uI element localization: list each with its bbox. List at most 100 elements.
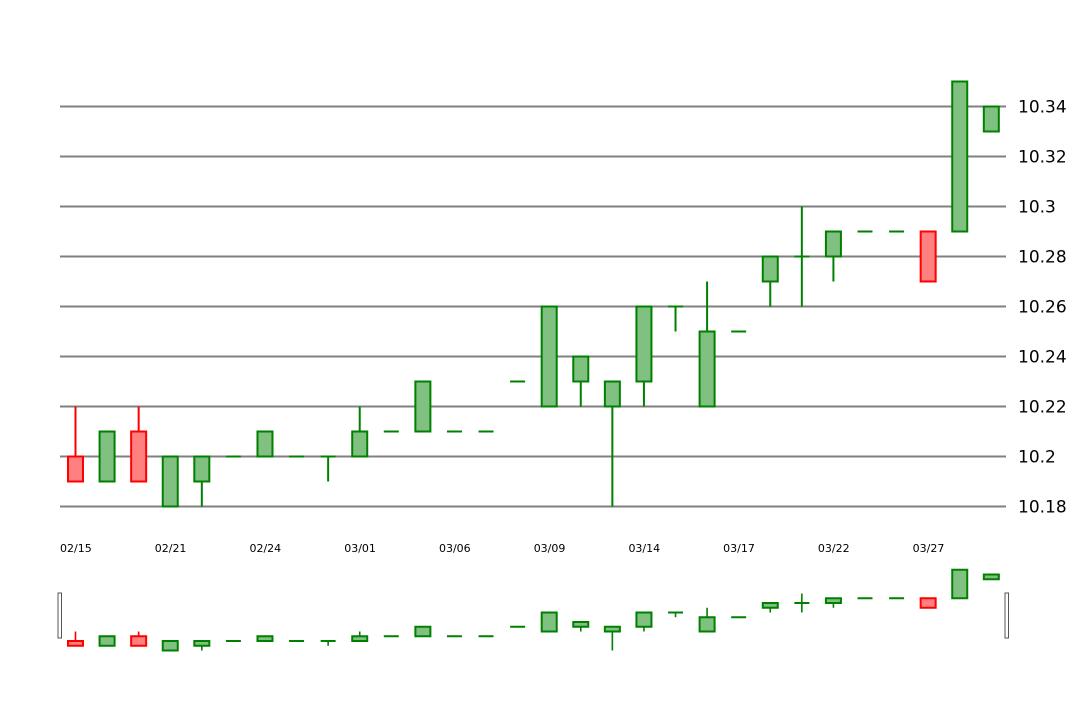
candle-body — [351, 430, 369, 458]
navigator-candle-body — [161, 640, 179, 652]
navigator-candle — [824, 597, 842, 608]
navigator-candle-body — [572, 621, 590, 628]
candle-body — [982, 105, 1000, 133]
navigator-candle-body — [414, 625, 432, 638]
y-tick-label: 10.26 — [1018, 298, 1067, 318]
candle-body — [951, 80, 969, 233]
candle — [320, 455, 336, 482]
candle — [603, 380, 621, 507]
candle — [668, 305, 684, 332]
navigator-candle-body — [256, 635, 274, 642]
candle-body — [130, 430, 148, 483]
candle-body — [572, 355, 590, 383]
candle — [161, 455, 179, 508]
navigator-candle — [572, 621, 590, 632]
candle — [951, 80, 969, 233]
navigator-right-handle[interactable] — [1004, 592, 1009, 639]
navigator-candle — [130, 631, 148, 647]
y-tick-label: 10.28 — [1018, 248, 1067, 268]
navigator-candle-body — [130, 635, 148, 647]
candle — [761, 255, 779, 307]
candle — [130, 406, 148, 483]
navigator-candle-body — [698, 616, 716, 633]
candle — [824, 230, 842, 282]
x-tick-label: 02/21 — [155, 542, 187, 555]
x-tick-label: 03/14 — [628, 542, 660, 555]
candle — [919, 230, 937, 283]
navigator-candle — [919, 597, 937, 609]
candle — [414, 380, 432, 433]
candle — [98, 430, 116, 483]
candle — [67, 406, 84, 483]
navigator-candle-body — [635, 611, 653, 628]
navigator-left-handle[interactable] — [57, 592, 62, 639]
navigator-candle-body — [951, 568, 969, 600]
navigator-candle-body — [98, 635, 116, 647]
navigator-candle — [98, 635, 116, 647]
grid-lines — [60, 105, 1006, 508]
navigator[interactable] — [57, 568, 1009, 652]
x-tick-label: 03/09 — [534, 542, 566, 555]
candle-body — [98, 430, 116, 483]
navigator-candles — [67, 568, 1000, 652]
navigator-candle-body — [540, 611, 558, 633]
x-axis-tick-labels: 02/15 02/21 02/24 03/01 03/06 03/09 03/14 03/17… — [60, 542, 944, 555]
navigator-candle-body — [603, 625, 621, 633]
navigator-candle — [761, 602, 779, 613]
candle — [794, 206, 810, 307]
navigator-candle-body — [761, 602, 779, 609]
x-tick-label: 03/01 — [344, 542, 376, 555]
navigator-candle — [540, 611, 558, 633]
y-tick-label: 10.34 — [1018, 98, 1067, 118]
candle — [572, 355, 590, 407]
candle-body — [761, 255, 779, 283]
y-tick-label: 10.3 — [1018, 198, 1056, 218]
candle — [256, 430, 274, 458]
navigator-candle — [635, 611, 653, 632]
y-tick-label: 10.22 — [1018, 398, 1067, 418]
y-tick-label: 10.2 — [1018, 448, 1056, 468]
x-tick-label: 03/06 — [439, 542, 471, 555]
y-tick-label: 10.18 — [1018, 498, 1067, 518]
x-tick-label: 03/27 — [913, 542, 945, 555]
candle — [982, 105, 1000, 133]
navigator-candle — [414, 625, 432, 638]
navigator-candle — [951, 568, 969, 600]
candle-body — [635, 305, 653, 383]
navigator-candle — [794, 593, 810, 613]
candle — [540, 305, 558, 408]
navigator-candle-body — [919, 597, 937, 609]
navigator-candle — [698, 607, 716, 633]
x-tick-label: 02/24 — [249, 542, 281, 555]
navigator-candle — [193, 640, 211, 651]
navigator-candle-body — [824, 597, 842, 604]
navigator-candle-body — [982, 573, 1000, 581]
candle — [635, 305, 653, 407]
navigator-candle — [256, 635, 274, 642]
navigator-candle-body — [351, 635, 369, 642]
navigator-candle — [161, 640, 179, 652]
candle — [351, 406, 369, 458]
candle-body — [67, 455, 84, 483]
candle-body — [414, 380, 432, 433]
candles — [67, 80, 1000, 508]
navigator-candle — [982, 573, 1000, 581]
candle-body — [193, 455, 211, 483]
navigator-candle-body — [193, 640, 211, 647]
candle-body — [824, 230, 842, 258]
candle-body — [698, 330, 716, 408]
navigator-candle — [67, 631, 84, 647]
candle — [698, 281, 716, 408]
candle-body — [603, 380, 621, 408]
y-tick-label: 10.32 — [1018, 148, 1067, 168]
candle-body — [919, 230, 937, 283]
x-tick-label: 02/15 — [60, 542, 92, 555]
candle-body — [540, 305, 558, 408]
navigator-candle-body — [67, 640, 84, 647]
y-tick-label: 10.24 — [1018, 348, 1067, 368]
navigator-candle — [351, 631, 369, 642]
candle-body — [161, 455, 179, 508]
navigator-candle — [668, 611, 684, 618]
x-tick-label: 03/17 — [723, 542, 755, 555]
